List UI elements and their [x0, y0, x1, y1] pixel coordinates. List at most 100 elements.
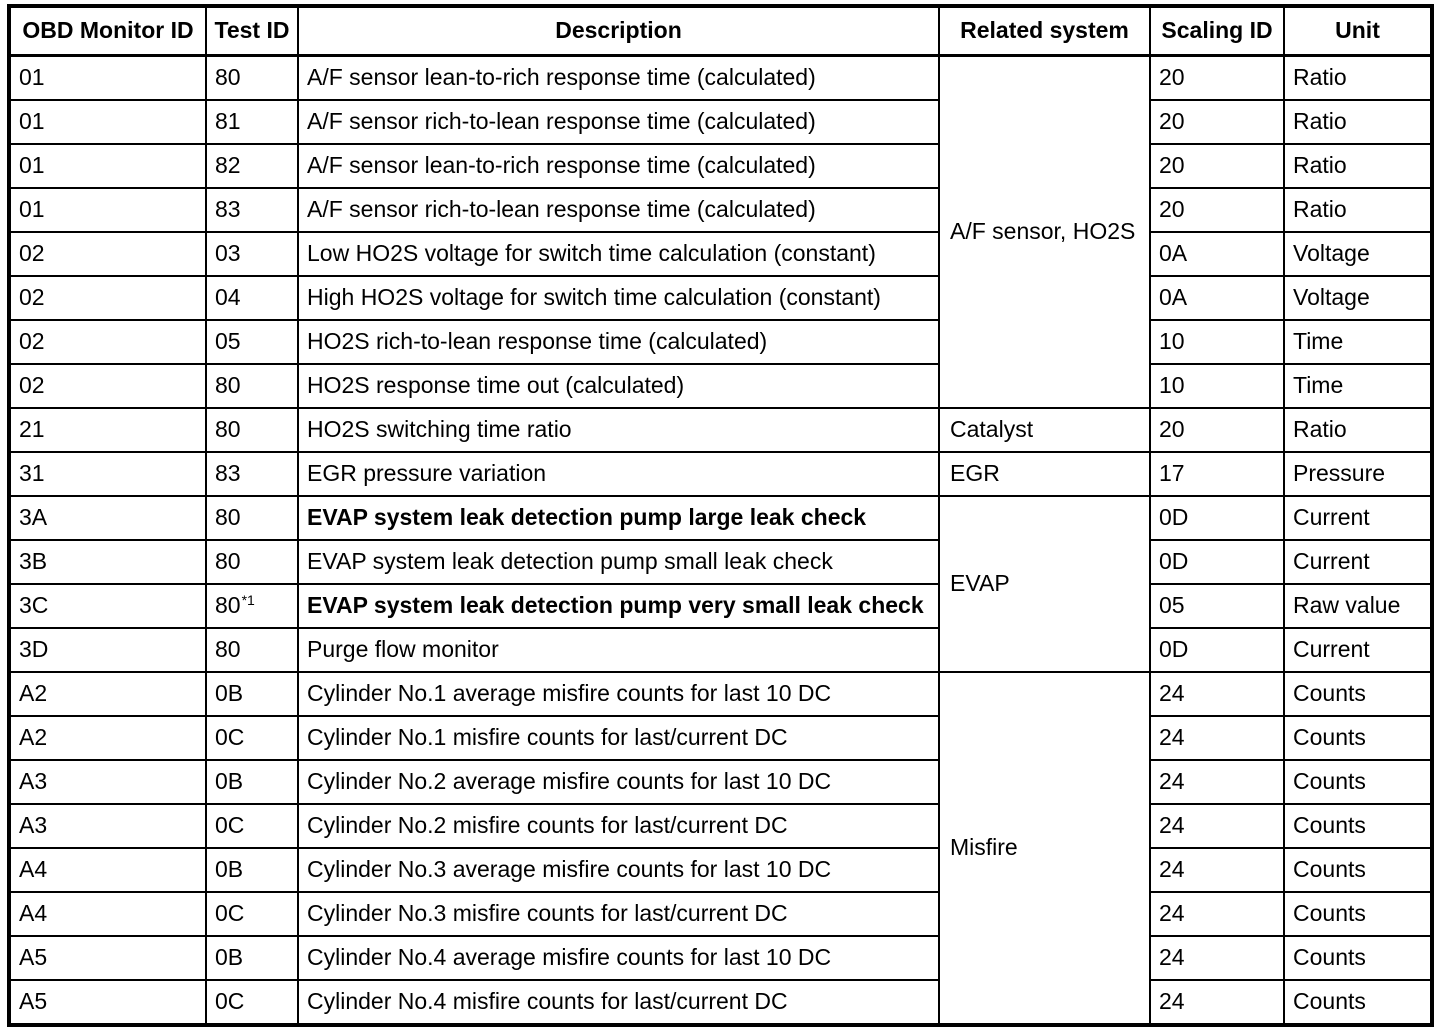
scaling-id-value: 24: [1159, 900, 1185, 927]
test-id-value: 05: [215, 328, 241, 355]
cell-obd-monitor-id: A4: [8, 847, 207, 893]
obd-monitor-test-id-table: OBD Monitor ID Test ID Description Relat…: [7, 4, 1434, 1027]
obd-monitor-id-value: 3A: [19, 504, 48, 531]
obd-monitor-id-value: 01: [19, 152, 45, 179]
scaling-id-value: 24: [1159, 856, 1185, 883]
cell-unit: Counts: [1283, 803, 1433, 849]
unit-value: Pressure: [1293, 460, 1386, 487]
scaling-id-value: 24: [1159, 988, 1185, 1015]
unit-value: Counts: [1293, 944, 1366, 971]
obd-monitor-id-value: A3: [19, 812, 48, 839]
table-row: 01 83 A/F sensor rich-to-lean response tim…: [8, 187, 1433, 233]
scaling-id-value: 0A: [1159, 240, 1188, 267]
cell-obd-monitor-id: 02: [8, 319, 207, 365]
cell-test-id: 05: [205, 319, 299, 365]
cell-scaling-id: 24: [1149, 847, 1285, 893]
description-value: HO2S response time out (calculated): [307, 372, 685, 399]
cell-scaling-id: 24: [1149, 803, 1285, 849]
cell-scaling-id: 17: [1149, 451, 1285, 497]
obd-monitor-id-value: 01: [19, 196, 45, 223]
scaling-id-value: 0D: [1159, 548, 1189, 575]
cell-obd-monitor-id: 01: [8, 99, 207, 145]
description-value: Cylinder No.3 average misfire counts for…: [307, 856, 832, 883]
obd-monitor-id-value: 01: [19, 64, 45, 91]
description-value: Cylinder No.2 average misfire counts for…: [307, 768, 832, 795]
scaling-id-value: 10: [1159, 372, 1185, 399]
cell-scaling-id: 24: [1149, 979, 1285, 1026]
table-row: 01 82 A/F sensor lean-to-rich response tim…: [8, 143, 1433, 189]
table-header: OBD Monitor ID Test ID Description Relat…: [8, 5, 1433, 57]
cell-description: A/F sensor lean-to-rich response time (c…: [297, 143, 940, 189]
cell-unit: Current: [1283, 627, 1433, 673]
unit-value: Ratio: [1293, 108, 1347, 135]
test-id-value: 83: [215, 460, 241, 487]
description-value: EVAP system leak detection pump very sma…: [307, 592, 924, 619]
unit-value: Voltage: [1293, 240, 1370, 267]
cell-unit: Ratio: [1283, 54, 1433, 101]
unit-value: Time: [1293, 372, 1344, 399]
cell-obd-monitor-id: 31: [8, 451, 207, 497]
test-id-value: 80: [215, 372, 241, 399]
cell-unit: Time: [1283, 319, 1433, 365]
cell-description: HO2S response time out (calculated): [297, 363, 940, 409]
column-header-related-system: Related system: [938, 5, 1151, 57]
cell-description: Cylinder No.3 average misfire counts for…: [297, 847, 940, 893]
description-value: EVAP system leak detection pump small le…: [307, 548, 833, 575]
cell-obd-monitor-id: A2: [8, 715, 207, 761]
table-row: 31 83 EGR pressure variation EGR 17 Pressure: [8, 451, 1433, 497]
scaling-id-value: 0A: [1159, 284, 1188, 311]
obd-monitor-id-value: 3B: [19, 548, 48, 575]
test-id-value: 80: [215, 548, 241, 575]
obd-monitor-id-value: 02: [19, 372, 45, 399]
cell-description: High HO2S voltage for switch time calcul…: [297, 275, 940, 321]
cell-scaling-id: 24: [1149, 715, 1285, 761]
obd-monitor-id-value: 3C: [19, 592, 49, 619]
unit-value: Counts: [1293, 812, 1366, 839]
cell-test-id: 80: [205, 627, 299, 673]
table-row: 02 03 Low HO2S voltage for switch time cal…: [8, 231, 1433, 277]
cell-test-id: 80: [205, 407, 299, 453]
related-system-value: Misfire: [950, 834, 1018, 861]
cell-test-id: 80: [205, 539, 299, 585]
scaling-id-value: 20: [1159, 152, 1185, 179]
table-row: 02 80 HO2S response time out (calculated) 1…: [8, 363, 1433, 409]
cell-obd-monitor-id: 3B: [8, 539, 207, 585]
cell-unit: Ratio: [1283, 187, 1433, 233]
unit-value: Ratio: [1293, 196, 1347, 223]
cell-obd-monitor-id: 01: [8, 54, 207, 101]
test-id-value: 0C: [215, 812, 245, 839]
table-row: 3D 80 Purge flow monitor 0D Current: [8, 627, 1433, 673]
scaling-id-value: 05: [1159, 592, 1185, 619]
obd-monitor-id-value: A3: [19, 768, 48, 795]
cell-scaling-id: 20: [1149, 143, 1285, 189]
test-id-value: 0B: [215, 768, 244, 795]
cell-unit: Counts: [1283, 759, 1433, 805]
cell-related-system: EGR: [938, 451, 1151, 497]
obd-monitor-id-value: 21: [19, 416, 45, 443]
obd-monitor-id-value: 01: [19, 108, 45, 135]
cell-scaling-id: 20: [1149, 54, 1285, 101]
table-row: 3A 80 EVAP system leak detection pump larg…: [8, 495, 1433, 673]
obd-monitor-id-value: A2: [19, 724, 48, 751]
cell-scaling-id: 0A: [1149, 231, 1285, 277]
test-id-value: 80: [215, 416, 241, 443]
description-value: A/F sensor lean-to-rich response time (c…: [307, 152, 816, 179]
cell-unit: Counts: [1283, 979, 1433, 1026]
cell-test-id: 0B: [205, 759, 299, 805]
cell-unit: Ratio: [1283, 99, 1433, 145]
table-row: A5 0B Cylinder No.4 average misfire counts…: [8, 935, 1433, 981]
cell-related-system: Catalyst: [938, 407, 1151, 453]
obd-monitor-id-value: 02: [19, 240, 45, 267]
column-header-unit: Unit: [1283, 5, 1433, 57]
obd-monitor-id-value: A4: [19, 900, 48, 927]
cell-test-id: 80*1: [205, 583, 299, 629]
column-header-description: Description: [297, 5, 940, 57]
cell-test-id: 04: [205, 275, 299, 321]
scaling-id-value: 20: [1159, 64, 1185, 91]
table-row: A2 0B Cylinder No.1 average misfire counts…: [8, 671, 1433, 1026]
column-header-obd-monitor-id: OBD Monitor ID: [8, 5, 207, 57]
header-row: OBD Monitor ID Test ID Description Relat…: [8, 5, 1433, 57]
cell-unit: Current: [1283, 495, 1433, 541]
cell-description: Cylinder No.4 misfire counts for last/cu…: [297, 979, 940, 1026]
description-value: High HO2S voltage for switch time calcul…: [307, 284, 881, 311]
